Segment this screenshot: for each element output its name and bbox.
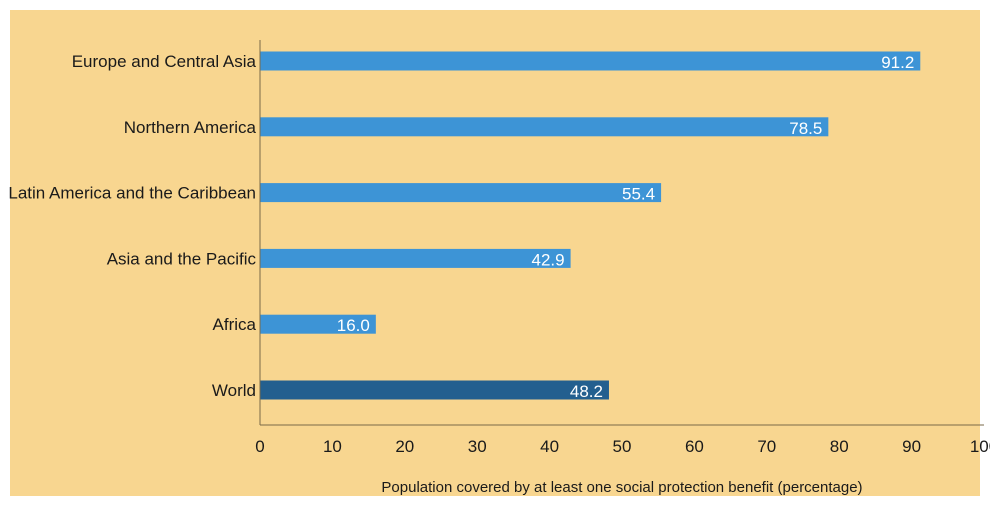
axes-layer (259, 40, 984, 426)
x-tick-label-90: 90 (902, 437, 921, 456)
value-label-northern-america: 78.5 (789, 119, 822, 138)
x-tick-label-20: 20 (395, 437, 414, 456)
x-axis-title: Population covered by at least one socia… (381, 479, 862, 496)
category-label-world: World (212, 381, 256, 400)
bar-europe-and-central-asia (260, 51, 921, 71)
category-label-asia-and-the-pacific: Asia and the Pacific (107, 249, 257, 268)
value-label-asia-and-the-pacific: 42.9 (532, 250, 565, 269)
bars-layer (260, 51, 921, 400)
category-label-europe-and-central-asia: Europe and Central Asia (72, 52, 257, 71)
bar-northern-america (260, 117, 829, 137)
bar-africa (260, 314, 376, 334)
value-label-europe-and-central-asia: 91.2 (881, 53, 914, 72)
x-tick-label-60: 60 (685, 437, 704, 456)
x-tick-label-50: 50 (613, 437, 632, 456)
category-label-northern-america: Northern America (124, 118, 257, 137)
bar-world (260, 380, 609, 400)
x-tick-label-10: 10 (323, 437, 342, 456)
value-label-africa: 16.0 (337, 316, 370, 335)
labels-layer: 0 10 20 30 40 50 60 70 80 90 100 Europe and Central… (8, 52, 990, 456)
category-label-latin-america-and-the-caribbean: Latin America and the Caribbean (8, 184, 256, 203)
x-tick-label-100: 100 (970, 437, 990, 456)
bar-latin-america-and-the-caribbean (260, 183, 662, 203)
category-label-africa: Africa (213, 315, 257, 334)
value-label-latin-america-and-the-caribbean: 55.4 (622, 185, 655, 204)
x-tick-label-40: 40 (540, 437, 559, 456)
x-tick-label-0: 0 (255, 437, 264, 456)
x-tick-label-30: 30 (468, 437, 487, 456)
value-label-world: 48.2 (570, 382, 603, 401)
x-tick-label-70: 70 (757, 437, 776, 456)
x-tick-label-80: 80 (830, 437, 849, 456)
bar-asia-and-the-pacific (260, 248, 571, 268)
